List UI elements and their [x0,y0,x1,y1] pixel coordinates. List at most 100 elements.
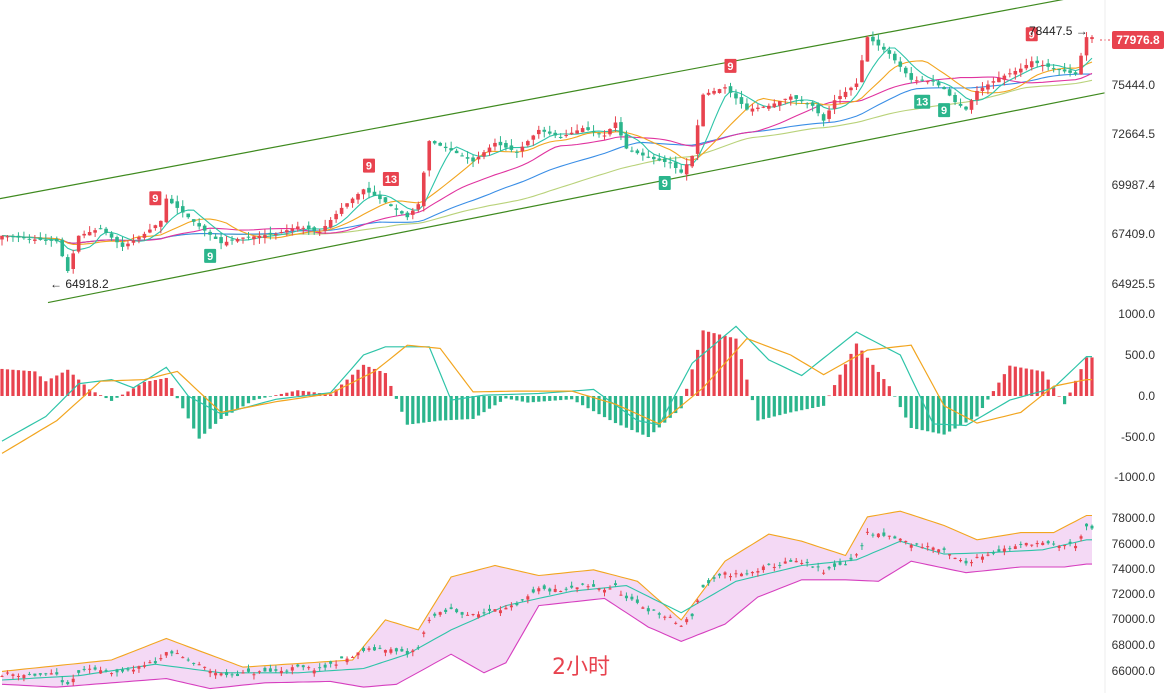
macd-histogram-bar [756,396,760,421]
boll-candle-body [340,656,344,659]
axis-tick-label: 68000.0 [1112,638,1156,652]
price-candle-body [630,150,634,152]
boll-candle-body [225,672,229,676]
macd-histogram-bar [455,396,459,420]
boll-candle-body [635,599,639,603]
macd-histogram-bar [235,396,240,410]
macd-histogram-bar [942,396,946,435]
macd-histogram-bar [471,396,475,419]
boll-candle-body [739,573,743,577]
price-candle-body [345,203,349,207]
boll-candle-body [318,667,322,669]
boll-candle-body [876,533,880,538]
macd-histogram-bar [706,331,711,396]
signal-badge: 13 [914,94,931,109]
macd-histogram-bar [685,388,689,396]
price-candle-body [148,229,152,233]
channel-upper-line [0,0,1064,200]
price-candle-body [652,156,656,160]
price-candle-body [104,228,108,233]
price-candle-body [33,239,37,241]
macd-histogram-bar [1063,396,1067,405]
boll-candle-body [38,673,42,675]
axis-tick-label: 64925.5 [1112,277,1156,291]
boll-candle-body [674,622,678,624]
macd-histogram-bar [1057,396,1061,397]
macd-histogram-bar [1079,369,1083,396]
boll-candle-body [416,647,420,649]
macd-histogram-bar [849,353,853,396]
boll-candle-body [613,583,617,586]
price-candle-body [849,87,853,91]
boll-candle-body [186,659,190,661]
price-candle-body [526,141,530,146]
boll-candle-body [422,632,426,634]
macd-histogram-bar [904,396,908,418]
low-price-label: ← 64918.2 [50,277,109,291]
boll-candle-body [203,666,207,668]
price-candle-body [772,103,777,108]
macd-histogram-bar [427,396,431,422]
signal-badge: 9 [724,58,737,73]
macd-histogram-bar [652,396,656,433]
price-candle-body [909,73,914,80]
boll-candle-body [975,556,979,558]
axis-tick-label: -500.0 [1121,430,1155,444]
boll-candle-body [44,673,48,675]
macd-histogram-bar [893,396,897,397]
macd-histogram-bar [613,396,618,424]
price-candle-body [5,236,10,238]
macd-histogram-bar [98,395,103,396]
boll-candle-body [581,583,585,585]
boll-candle-body [526,596,530,600]
boll-candle-body [1046,541,1050,544]
price-candle-body [536,129,541,135]
boll-candle-body [778,564,782,566]
price-candle-body [531,135,536,140]
price-candle-body [131,240,136,243]
boll-candle-body [904,540,908,542]
macd-histogram-bar [170,388,174,396]
macd-histogram-bar [1052,387,1056,396]
high-price-label: 78447.5 → [1029,24,1088,38]
macd-histogram-bar [559,396,563,401]
price-candle-body [82,233,86,236]
boll-candle-body [882,532,886,536]
signal-badge-text: 9 [152,193,158,205]
boll-candle-body [827,566,831,569]
price-candle-body [263,235,267,238]
price-candle-body [887,50,892,54]
macd-histogram-bar [783,396,787,414]
boll-candle-body [937,549,941,552]
macd-histogram-bar [975,396,979,417]
price-ma-line-3 [1,72,1093,244]
macd-histogram-bar [509,396,513,400]
boll-candle-body [93,667,97,670]
price-candle-body [252,236,256,240]
boll-candle-body [1090,525,1094,529]
price-candle-body [893,53,897,61]
price-candle-body [175,201,180,208]
macd-histogram-bar [986,396,990,400]
macd-histogram-bar [197,396,201,439]
macd-histogram-bar [964,396,968,423]
boll-candle-body [603,589,607,593]
current-price-badge: 77976.8 [1112,31,1164,49]
signal-badge-box [938,103,951,118]
boll-candle-body [236,673,240,677]
boll-candle-body [1002,548,1006,552]
signal-badge-box [149,191,162,206]
price-candle-body [690,155,694,167]
price-candle-body [739,97,744,104]
macd-histogram-bar [969,396,974,420]
price-candle-body [542,129,547,132]
macd-histogram-bar [937,396,941,434]
boll-candle-body [789,560,793,562]
boll-candle-body [800,562,804,564]
price-candle-body [641,152,645,156]
macd-histogram-bar [526,396,530,403]
macd-histogram-bar [257,396,262,399]
boll-candle-body [192,662,196,664]
price-candle-body [383,197,388,203]
boll-candle-body [822,572,826,574]
